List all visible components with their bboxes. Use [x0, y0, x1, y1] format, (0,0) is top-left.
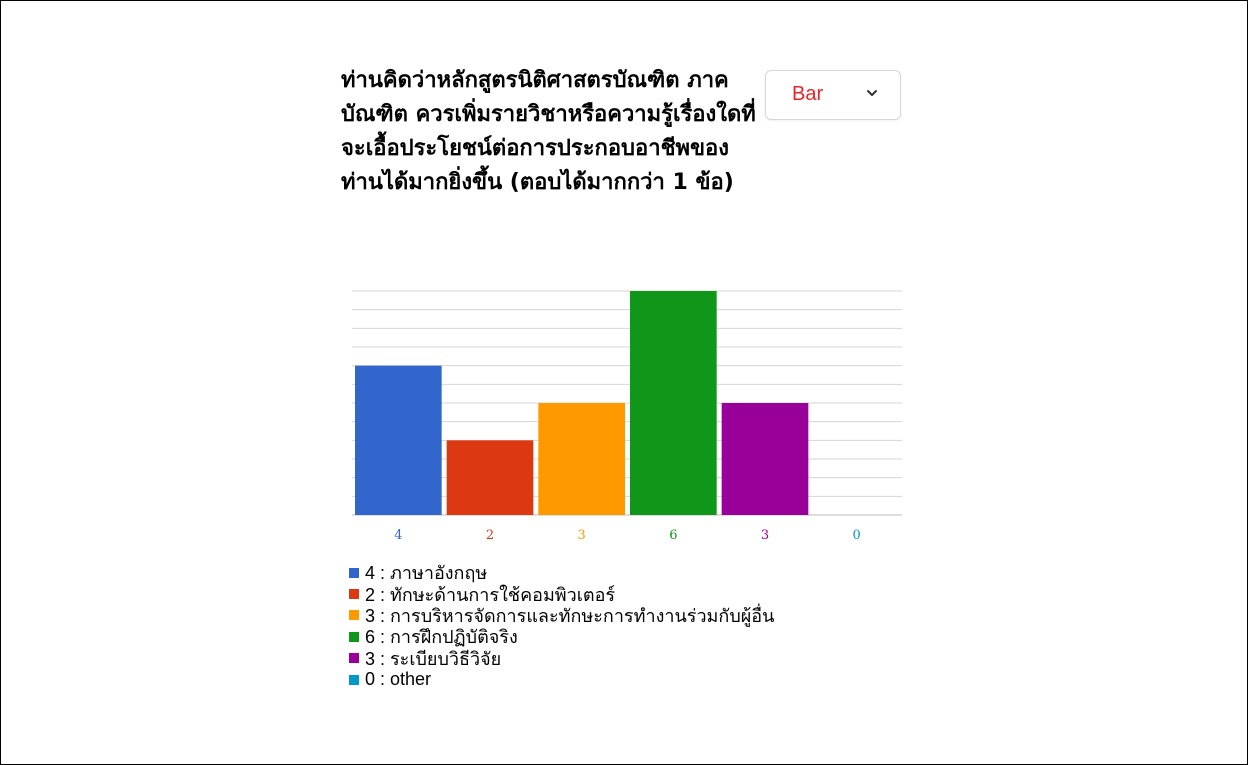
legend-item: 3 : ระเบียบวิธีวิจัย	[349, 648, 774, 669]
chevron-down-icon	[867, 90, 877, 96]
legend-item: 4 : ภาษาอังกฤษ	[349, 562, 774, 583]
legend-label: 2 : ทักษะด้านการใช้คอมพิวเตอร์	[365, 584, 616, 605]
legend-label: 4 : ภาษาอังกฤษ	[365, 563, 488, 584]
chart-type-select[interactable]: Bar	[765, 70, 901, 120]
chart-legend: 4 : ภาษาอังกฤษ 2 : ทักษะด้านการใช้คอมพิวเ…	[349, 562, 774, 690]
bar-chart: 4 2 3 6 3 0	[352, 290, 902, 543]
bar-4[interactable]	[630, 291, 717, 515]
question-title: ท่านคิดว่าหลักสูตรนิติศาสตรบัณฑิต ภาคบัณ…	[341, 68, 756, 195]
legend-swatch	[349, 631, 359, 642]
chart-type-select-value: Bar	[792, 83, 824, 105]
bar-value-label: 3	[761, 528, 769, 543]
bar-value-label: 0	[853, 528, 861, 543]
bar-3[interactable]	[538, 403, 625, 515]
legend-swatch	[349, 610, 359, 621]
legend-swatch	[349, 567, 359, 578]
bar-1[interactable]	[355, 365, 442, 515]
bar-value-label: 6	[669, 528, 677, 543]
legend-item: 6 : การฝึกปฏิบัติจริง	[349, 626, 774, 647]
bar-value-label: 2	[486, 528, 494, 543]
legend-label: 3 : ระเบียบวิธีวิจัย	[365, 648, 502, 669]
legend-swatch	[349, 653, 359, 664]
legend-label: 0 : other	[365, 669, 432, 690]
legend-swatch	[349, 589, 359, 600]
bar-2[interactable]	[446, 440, 534, 515]
legend-item: 3 : การบริหารจัดการและทักษะการทำงานร่วมก…	[349, 605, 774, 626]
legend-label: 6 : การฝึกปฏิบัติจริง	[365, 627, 518, 648]
bar-5[interactable]	[721, 403, 809, 515]
bar-value-label: 4	[394, 528, 402, 543]
bar-value-label: 3	[578, 528, 586, 543]
legend-item: 2 : ทักษะด้านการใช้คอมพิวเตอร์	[349, 583, 774, 605]
legend-item: 0 : other	[349, 669, 774, 690]
legend-label: 3 : การบริหารจัดการและทักษะการทำงานร่วมก…	[365, 605, 775, 626]
legend-swatch	[349, 674, 359, 685]
